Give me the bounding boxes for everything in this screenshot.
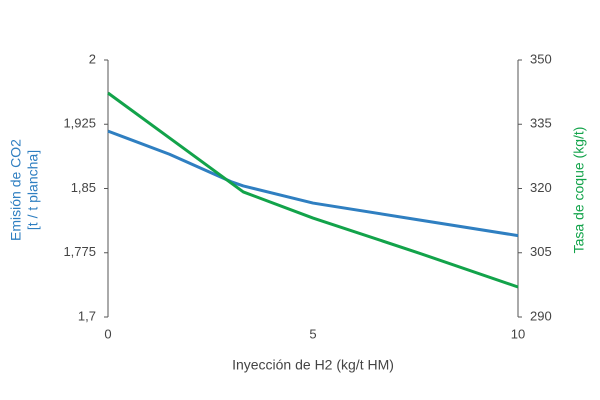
y-axis-label: [t / t plancha] <box>25 150 41 230</box>
y-tick-label: 1,7 <box>78 308 96 323</box>
y-tick-label: 1,775 <box>63 244 96 259</box>
y2-tick-label: 335 <box>530 116 552 131</box>
y-tick-label: 2 <box>89 51 96 66</box>
x-tick-label: 0 <box>104 326 111 341</box>
y-tick-label: 1,85 <box>71 180 96 195</box>
y2-tick-label: 305 <box>530 244 552 259</box>
y2-tick-label: 350 <box>530 51 552 66</box>
y2-axis-label: Tasa de coque (kg/t) <box>571 127 587 254</box>
y-axis-label: Emisión de CO2 <box>8 139 24 241</box>
y-tick-label: 1,925 <box>63 116 96 131</box>
line <box>107 91 519 289</box>
x-tick-label: 10 <box>511 326 525 341</box>
line <box>107 129 519 238</box>
x-axis-label: Inyección de H2 (kg/t HM) <box>232 357 394 373</box>
y2-tick-label: 290 <box>530 308 552 323</box>
y2-tick-label: 320 <box>530 180 552 195</box>
x-tick-label: 5 <box>309 326 316 341</box>
